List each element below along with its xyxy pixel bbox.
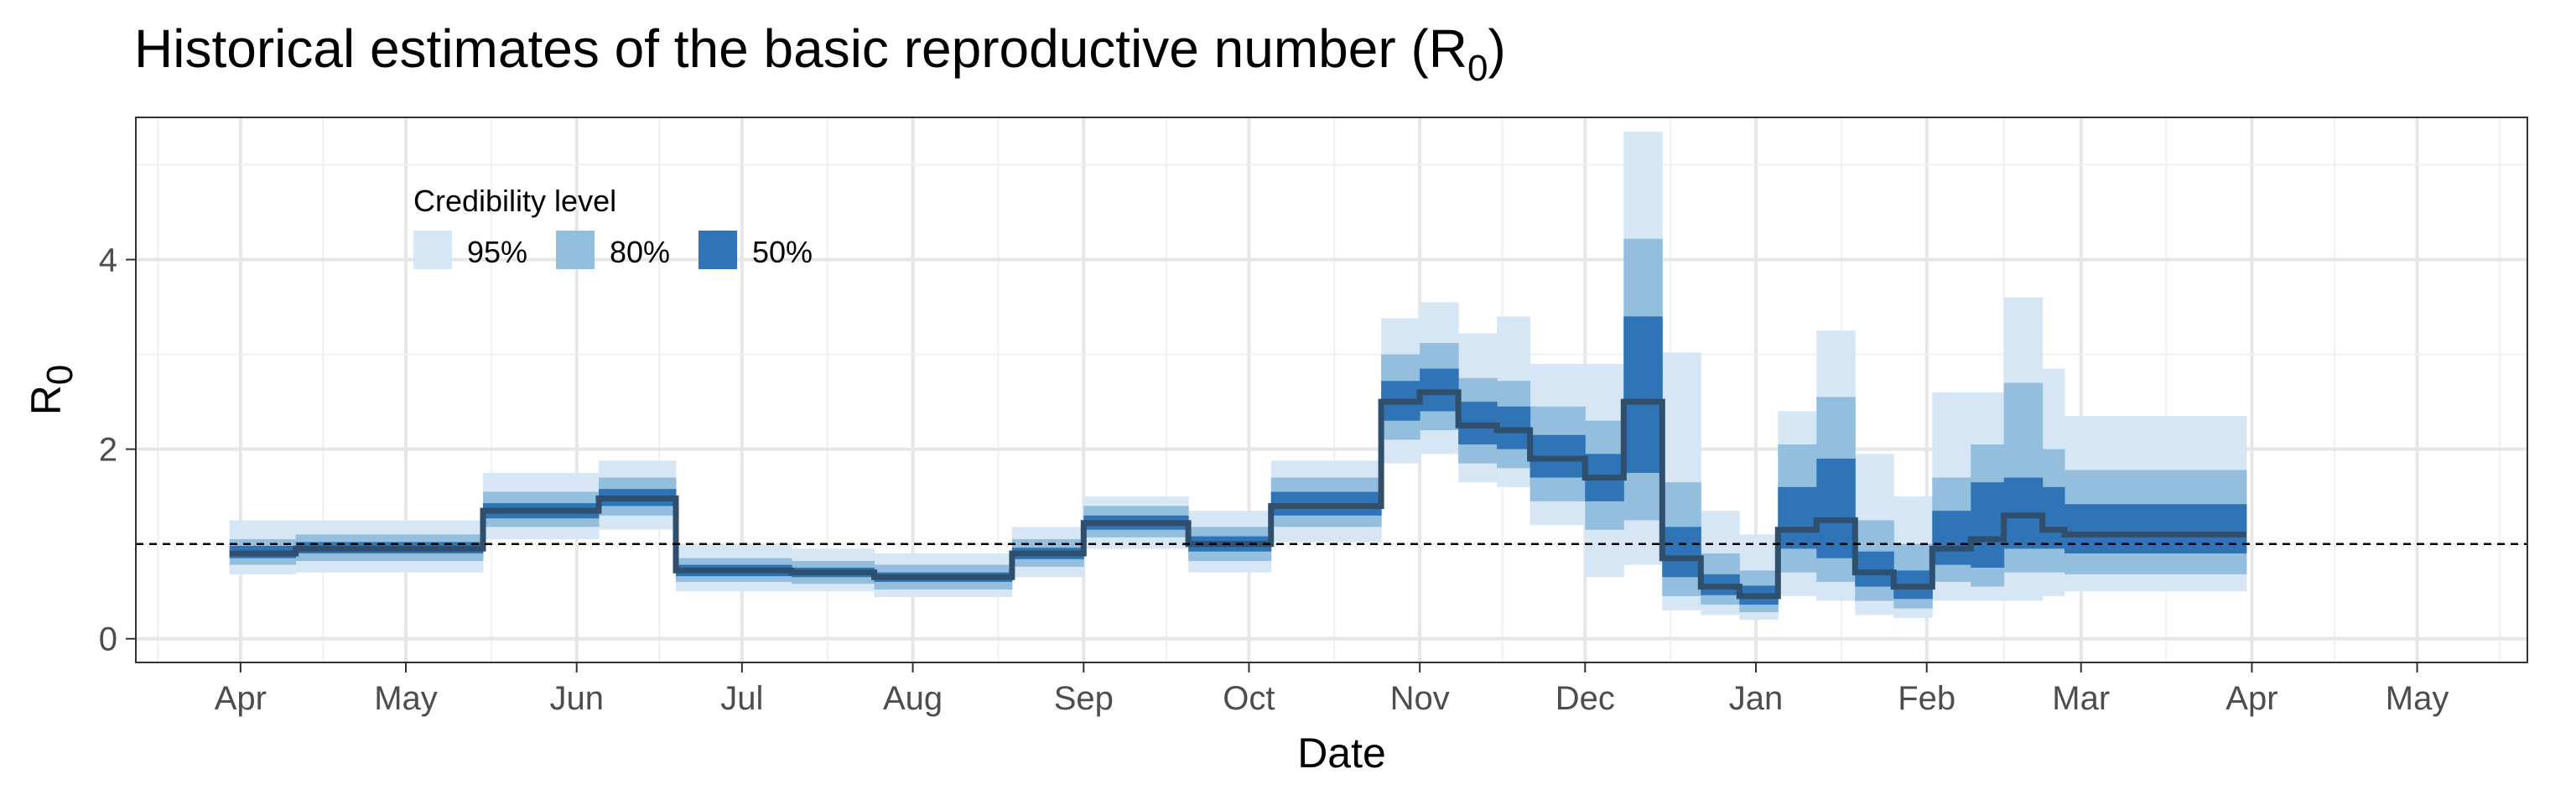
x-tick-label: May bbox=[2386, 680, 2449, 717]
chart-title: Historical estimates of the basic reprod… bbox=[134, 18, 1506, 89]
x-axis-title: Date bbox=[1297, 730, 1386, 776]
legend-label-95: 95% bbox=[467, 235, 527, 269]
y-tick-label: 0 bbox=[99, 621, 117, 658]
legend: Credibility level 95% 80% 50% bbox=[413, 184, 813, 269]
chart-title-subscript: 0 bbox=[1467, 48, 1488, 89]
y-axis-title: R0 bbox=[23, 365, 80, 416]
ci50-band bbox=[1816, 458, 1856, 558]
x-tick-label: Jan bbox=[1729, 680, 1784, 717]
x-tick-label: Mar bbox=[2052, 680, 2110, 717]
y-axis: 0 2 4 bbox=[99, 242, 136, 658]
x-tick-label: Nov bbox=[1390, 680, 1450, 717]
chart-title-suffix: ) bbox=[1488, 18, 1505, 79]
x-axis: Apr May Jun Jul Aug Sep Oct Nov Dec Jan Feb Mar Apr M… bbox=[215, 662, 2449, 717]
median-step-path bbox=[229, 389, 2246, 600]
x-tick-label: Sep bbox=[1054, 680, 1114, 717]
x-tick-label: Apr bbox=[215, 680, 267, 717]
y-tick-label: 2 bbox=[99, 432, 117, 469]
legend-swatch-95 bbox=[413, 231, 452, 269]
ci50-band bbox=[1932, 511, 1971, 565]
ci50-band bbox=[2064, 504, 2247, 553]
plot-border bbox=[135, 117, 2528, 663]
x-tick-label: Apr bbox=[2225, 680, 2277, 717]
legend-swatch-80 bbox=[556, 231, 595, 269]
ci50-band bbox=[1855, 551, 1894, 587]
x-tick-label: Aug bbox=[883, 680, 943, 717]
ci50-band bbox=[1971, 482, 2005, 568]
ci50-band bbox=[2042, 486, 2065, 549]
x-tick-label: Oct bbox=[1223, 680, 1275, 717]
x-tick-label: Feb bbox=[1898, 680, 1955, 717]
x-tick-label: May bbox=[374, 680, 438, 717]
median-line bbox=[229, 389, 2246, 600]
y-axis-title-main: R bbox=[23, 385, 70, 415]
ci50-band bbox=[1623, 316, 1663, 473]
ci50-band bbox=[1778, 486, 1817, 549]
x-tick-label: Jul bbox=[720, 680, 763, 717]
ci50-band bbox=[1662, 527, 1701, 578]
x-tick-label: Jun bbox=[549, 680, 604, 717]
y-tick-label: 4 bbox=[99, 242, 117, 279]
legend-label-50: 50% bbox=[752, 235, 813, 269]
legend-swatch-50 bbox=[699, 231, 737, 269]
legend-label-80: 80% bbox=[610, 235, 670, 269]
x-tick-label: Dec bbox=[1555, 680, 1615, 717]
chart-title-main: Historical estimates of the basic reprod… bbox=[134, 18, 1467, 79]
y-axis-title-subscript: 0 bbox=[39, 365, 80, 385]
legend-title: Credibility level bbox=[413, 184, 616, 218]
